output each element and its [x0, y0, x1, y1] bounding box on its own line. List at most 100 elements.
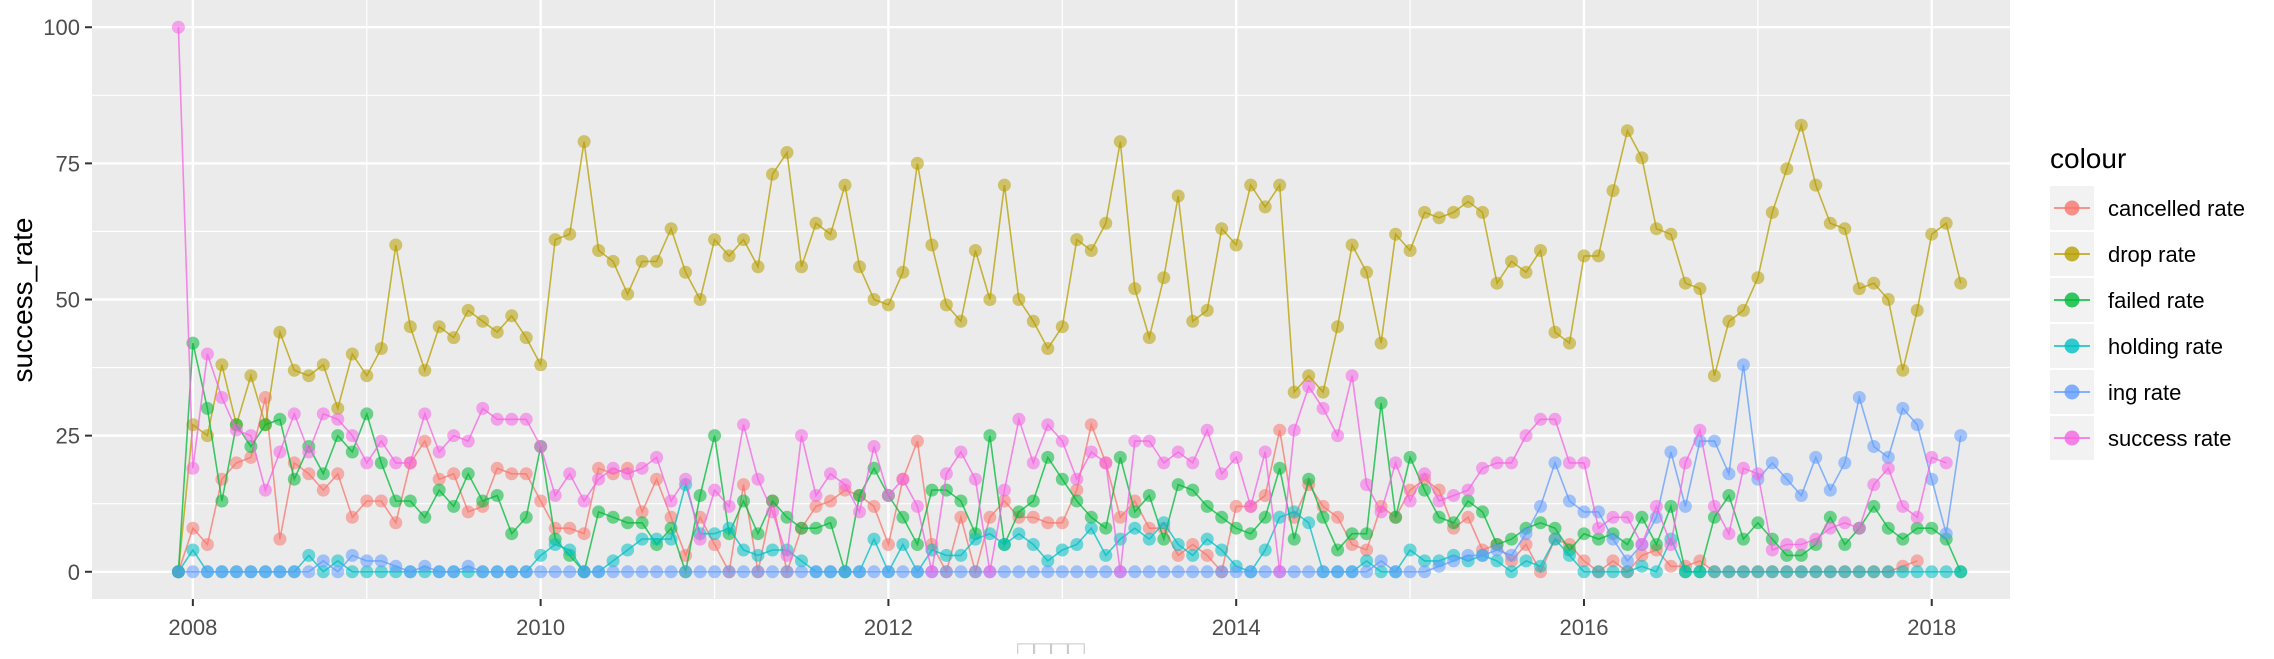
data-point-holding-rate: [1548, 532, 1562, 546]
data-point-holding-rate: [1852, 565, 1866, 579]
data-point-holding-rate: [1534, 559, 1547, 573]
data-point-holding-rate: [1157, 516, 1171, 530]
data-point-success-rate: [997, 483, 1011, 497]
data-point-failed-rate: [737, 494, 750, 508]
data-point-success-rate: [1403, 494, 1417, 508]
data-point-holding-rate: [664, 532, 678, 546]
data-point-holding-rate: [606, 554, 620, 568]
data-point-success-rate: [1099, 456, 1113, 470]
data-point-success-rate: [1823, 521, 1837, 535]
data-point-failed-rate: [476, 494, 490, 508]
data-point-ing-rate: [447, 565, 461, 579]
data-point-drop-rate: [476, 314, 490, 328]
data-point-drop-rate: [751, 260, 765, 274]
data-point-holding-rate: [1128, 521, 1142, 535]
data-point-holding-rate: [548, 538, 562, 551]
data-point-drop-rate: [650, 254, 664, 268]
data-point-cancelled-rate: [650, 472, 664, 486]
data-point-ing-rate: [186, 565, 200, 579]
y-axis-title: success_rate: [7, 218, 38, 383]
data-point-ing-rate: [229, 565, 243, 579]
data-point-ing-rate: [1374, 554, 1388, 568]
series-line-ing-rate: [178, 364, 1962, 573]
data-point-failed-rate: [1418, 483, 1432, 497]
data-point-ing-rate: [1577, 505, 1591, 519]
data-point-drop-rate: [447, 331, 461, 345]
data-point-ing-rate: [316, 554, 330, 568]
data-point-ing-rate: [258, 565, 272, 579]
data-point-cancelled-rate: [1026, 510, 1040, 524]
data-point-drop-rate: [881, 298, 895, 312]
data-point-success-rate: [838, 478, 852, 492]
data-point-drop-rate: [1128, 282, 1142, 296]
data-point-success-rate: [722, 499, 736, 513]
data-point-drop-rate: [1606, 184, 1620, 198]
data-point-ing-rate: [1345, 565, 1359, 579]
data-point-success-rate: [1041, 418, 1055, 432]
data-point-drop-rate: [1592, 249, 1605, 263]
data-point-holding-rate: [1142, 532, 1156, 546]
data-point-ing-rate: [1838, 456, 1852, 470]
data-point-success-rate: [1664, 538, 1678, 551]
data-point-drop-rate: [621, 287, 635, 301]
data-point-success-rate: [1302, 380, 1316, 394]
data-point-success-rate: [1229, 450, 1243, 464]
data-point-holding-rate: [708, 527, 722, 541]
data-point-success-rate: [1881, 461, 1895, 475]
data-point-cancelled-rate: [316, 483, 330, 497]
data-point-ing-rate: [1765, 456, 1779, 470]
x-tick-label: 2010: [516, 615, 565, 640]
data-point-drop-rate: [389, 238, 403, 252]
data-point-success-rate: [1780, 538, 1794, 551]
data-point-failed-rate: [592, 505, 606, 519]
data-point-success-rate: [534, 440, 548, 453]
data-point-ing-rate: [215, 565, 229, 579]
data-point-ing-rate: [1548, 456, 1562, 470]
data-point-cancelled-rate: [490, 461, 504, 475]
data-point-drop-rate: [1954, 276, 1968, 290]
data-point-holding-rate: [621, 543, 635, 557]
data-point-holding-rate: [1403, 543, 1417, 557]
data-point-ing-rate: [1447, 554, 1461, 568]
data-point-holding-rate: [1099, 548, 1113, 562]
data-point-drop-rate: [939, 298, 953, 312]
data-point-ing-rate: [505, 565, 519, 579]
data-point-ing-rate: [1287, 565, 1301, 579]
data-point-failed-rate: [621, 516, 635, 530]
data-point-success-rate: [331, 412, 345, 426]
data-point-drop-rate: [1345, 238, 1359, 252]
data-point-ing-rate: [1171, 565, 1185, 579]
data-point-drop-rate: [374, 342, 388, 355]
data-point-cancelled-rate: [1360, 543, 1374, 557]
data-point-drop-rate: [1302, 369, 1316, 383]
data-point-success-rate: [476, 401, 490, 415]
data-point-drop-rate: [432, 320, 446, 334]
legend-item-holding-rate: holding rate: [2050, 324, 2223, 368]
data-point-holding-rate: [737, 543, 750, 557]
data-point-success-rate: [1200, 423, 1214, 437]
data-point-success-rate: [273, 445, 287, 459]
data-point-failed-rate: [1070, 494, 1084, 508]
data-point-success-rate: [1447, 489, 1461, 502]
data-point-success-rate: [186, 461, 200, 475]
data-point-ing-rate: [1070, 565, 1084, 579]
data-point-cancelled-rate: [910, 434, 924, 448]
data-point-drop-rate: [824, 227, 837, 241]
data-point-failed-rate: [1780, 548, 1794, 562]
data-point-ing-rate: [708, 565, 722, 579]
x-tick-label: 2014: [1212, 615, 1261, 640]
data-point-ing-rate: [1186, 565, 1200, 579]
data-point-success-rate: [664, 494, 678, 508]
data-point-drop-rate: [1751, 271, 1765, 285]
data-point-ing-rate: [1852, 391, 1866, 404]
data-point-failed-rate: [1157, 532, 1171, 546]
data-point-failed-rate: [403, 494, 417, 508]
data-point-drop-rate: [1360, 265, 1374, 279]
data-point-holding-rate: [563, 543, 577, 557]
data-point-drop-rate: [1200, 303, 1214, 317]
data-point-failed-rate: [1128, 505, 1142, 519]
series-line-holding-rate: [177, 481, 1961, 574]
data-point-ing-rate: [331, 565, 345, 579]
data-point-ing-rate: [1418, 565, 1432, 579]
